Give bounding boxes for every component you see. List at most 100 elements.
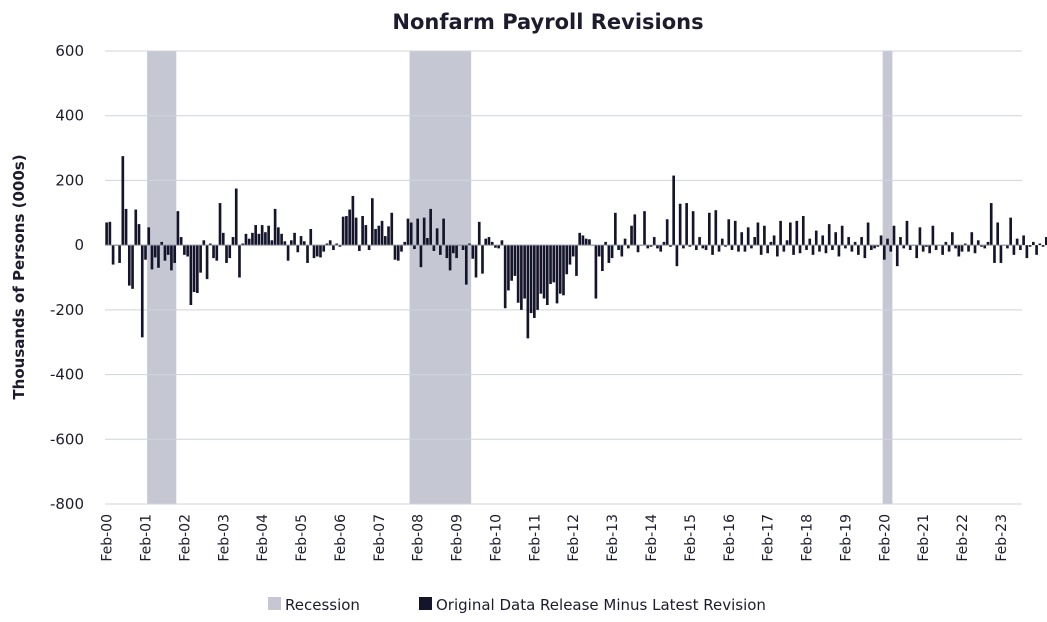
bar: [302, 241, 306, 246]
bar: [899, 237, 902, 246]
bar: [714, 210, 718, 246]
bar: [562, 245, 565, 296]
bar: [461, 245, 465, 250]
bar: [419, 245, 423, 268]
bar: [857, 245, 860, 255]
bar: [464, 245, 468, 285]
bar: [614, 212, 617, 246]
bar: [724, 245, 727, 247]
bar: [348, 209, 351, 246]
bar: [338, 245, 342, 247]
bar: [186, 245, 189, 257]
x-tick-label: Feb-07: [372, 514, 388, 562]
bar: [996, 222, 1000, 246]
x-tick-label: Feb-04: [255, 514, 271, 562]
bar: [610, 245, 614, 259]
bar: [429, 208, 432, 246]
bar: [497, 245, 501, 249]
bar: [244, 233, 248, 246]
y-tick-label: 200: [55, 171, 84, 189]
bar: [678, 203, 682, 246]
bar: [179, 237, 183, 246]
bar: [863, 245, 867, 259]
bar: [477, 221, 481, 246]
x-tick-label: Feb-21: [916, 514, 932, 562]
bar: [756, 222, 760, 246]
bar: [432, 245, 436, 251]
bar: [286, 245, 290, 261]
bar: [422, 217, 426, 246]
bar: [374, 228, 377, 246]
bar: [759, 245, 763, 255]
bar: [918, 227, 922, 246]
bar: [967, 245, 970, 252]
bar: [999, 245, 1003, 263]
bar: [921, 245, 925, 252]
bar: [594, 245, 598, 299]
bar: [944, 241, 948, 246]
bar: [241, 243, 245, 246]
bar: [704, 245, 708, 250]
y-tick-label: 0: [74, 236, 84, 254]
bar: [941, 245, 944, 255]
bar: [623, 238, 627, 246]
bar: [581, 235, 585, 246]
legend-label-recession: Recession: [285, 596, 360, 614]
recession-band-1: [147, 51, 177, 504]
bar: [769, 241, 773, 246]
bar: [750, 245, 753, 249]
bar: [960, 245, 964, 252]
bar: [646, 245, 650, 249]
bar: [487, 237, 491, 246]
bar: [380, 220, 384, 246]
bar: [889, 245, 893, 252]
bar: [452, 245, 455, 254]
bar: [231, 237, 235, 246]
bar: [173, 245, 176, 263]
bar: [225, 245, 228, 263]
bar: [124, 208, 128, 246]
bar: [341, 216, 345, 246]
bar: [221, 232, 225, 246]
bar: [160, 241, 164, 246]
bar: [251, 232, 254, 246]
y-tick-label: -200: [50, 301, 84, 319]
bar: [695, 245, 698, 250]
bar: [445, 245, 449, 259]
bar: [526, 245, 530, 339]
bar: [717, 245, 721, 252]
bar: [934, 245, 938, 250]
y-tick-label: -400: [50, 366, 84, 384]
bar-series: [105, 156, 1047, 339]
bar: [776, 245, 779, 257]
bar: [468, 243, 471, 246]
legend: Recession Original Data Release Minus La…: [268, 596, 766, 614]
recession-bands: [147, 51, 893, 504]
bar: [1025, 245, 1029, 259]
bar: [228, 245, 232, 259]
bar: [711, 245, 714, 255]
bar: [633, 214, 637, 246]
bar: [163, 245, 167, 261]
bar: [620, 245, 624, 257]
bar: [597, 245, 601, 257]
bar: [500, 240, 504, 246]
bar: [669, 245, 672, 247]
bar: [986, 241, 990, 246]
bar: [737, 245, 740, 252]
bar: [199, 245, 202, 273]
bar: [652, 237, 656, 246]
bar: [299, 236, 303, 246]
bar: [448, 245, 452, 271]
bar: [763, 225, 766, 246]
bar: [387, 226, 390, 246]
bar: [834, 232, 838, 246]
legend-label-series: Original Data Release Minus Latest Revis…: [436, 596, 766, 614]
bar: [406, 218, 410, 246]
y-axis-label: Thousands of Persons (000s): [10, 154, 28, 399]
x-tick-label: Feb-00: [100, 514, 116, 562]
bar: [980, 245, 983, 247]
x-tick-label: Feb-06: [333, 514, 349, 562]
bar: [205, 245, 209, 280]
bar: [568, 245, 572, 265]
